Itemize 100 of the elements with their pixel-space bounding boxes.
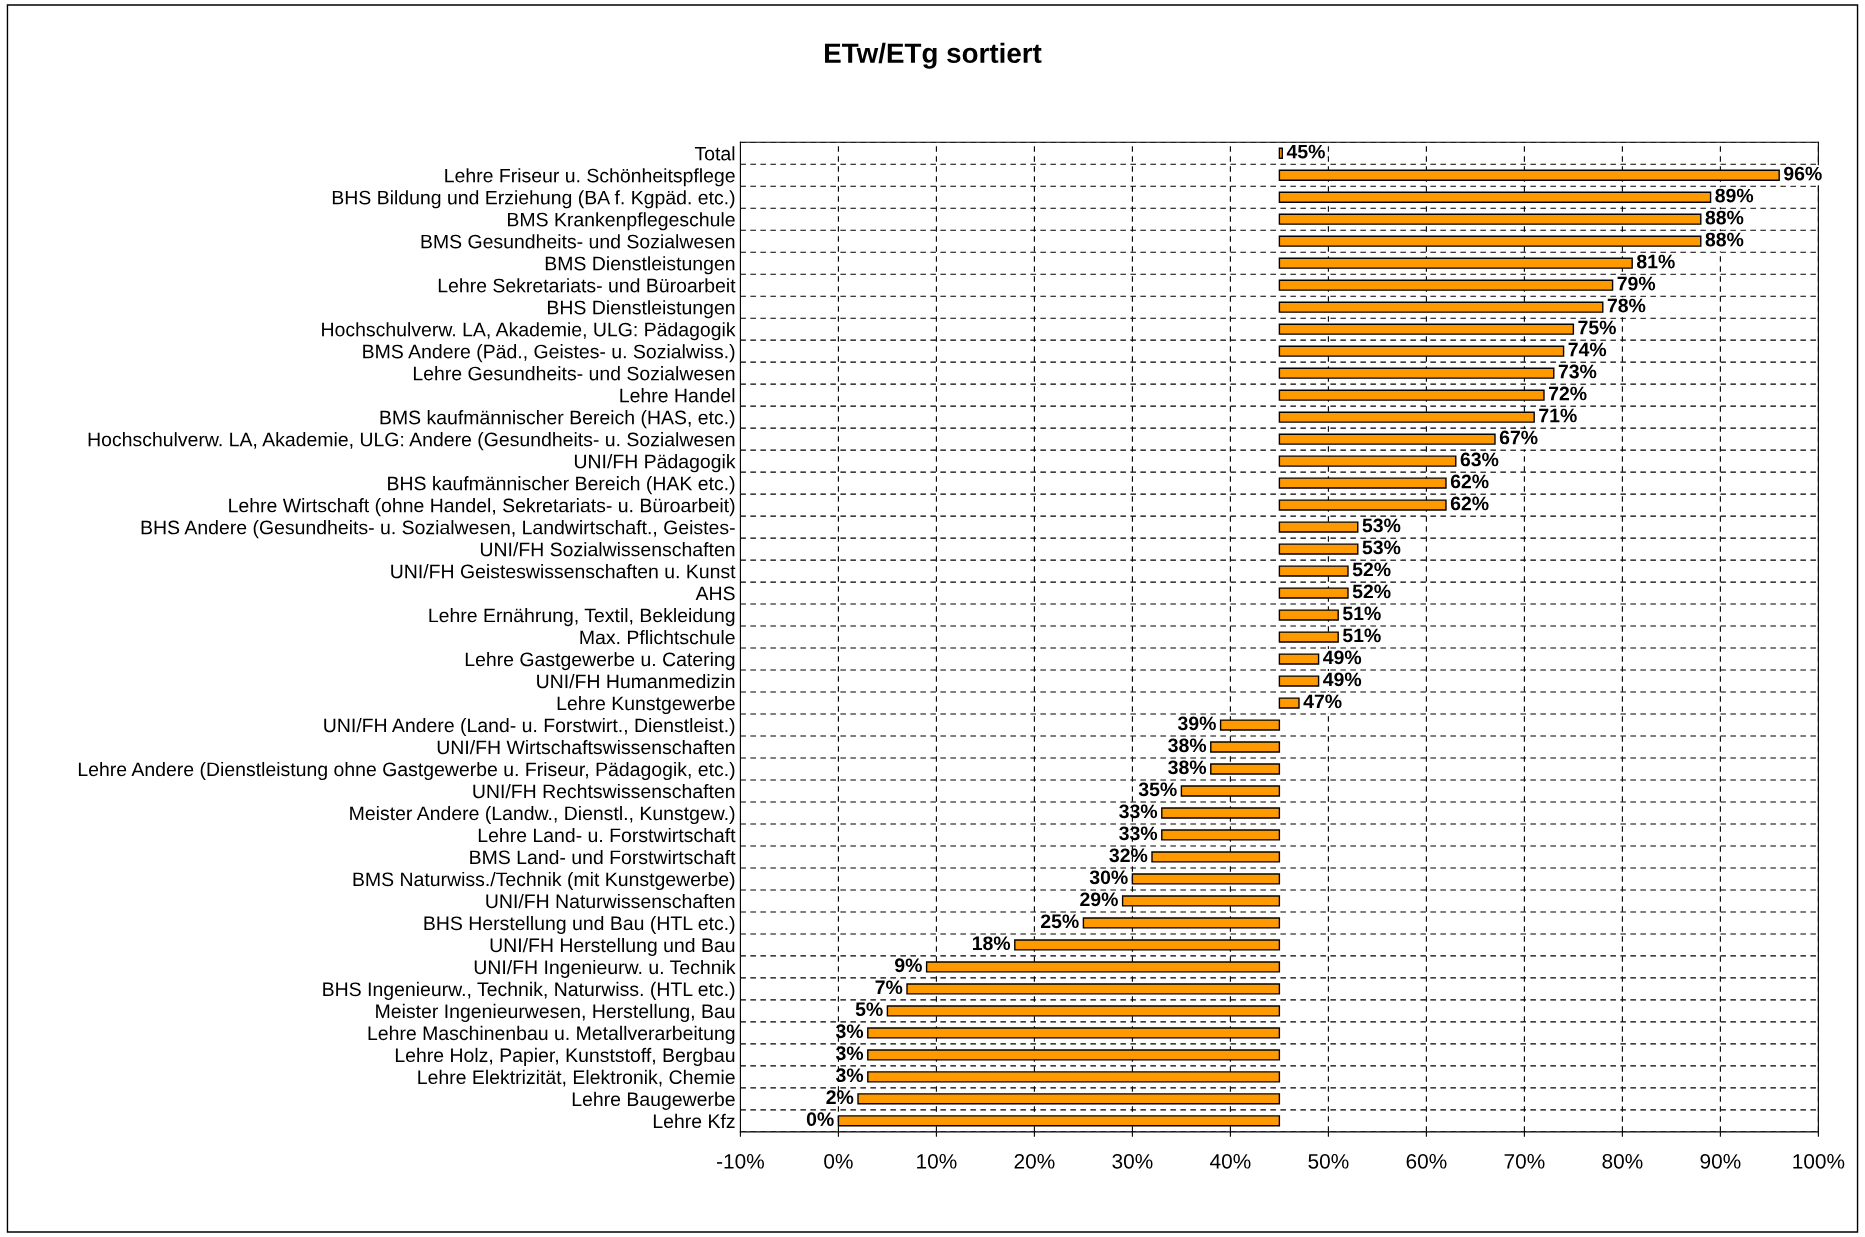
data-label: 62% (1450, 474, 1489, 489)
y-tick-label: BMS Dienstleistungen (545, 256, 735, 275)
data-label: 51% (1342, 606, 1381, 621)
data-label: 67% (1499, 430, 1538, 445)
y-tick-label: BMS kaufmännischer Bereich (HAS, etc.) (380, 410, 735, 429)
y-tick-label: BHS Andere (Gesundheits- u. Sozialwesen, Landwirtschaft., Geistes- (141, 520, 735, 539)
bar (886, 1005, 1281, 1017)
y-tick-label: Lehre Baugewerbe (572, 1091, 735, 1110)
bar (1278, 147, 1284, 159)
y-tick-label: Lehre Land- u. Forstwirtschaft (478, 827, 736, 843)
data-label: 74% (1568, 342, 1607, 357)
data-label: 9% (895, 958, 922, 973)
y-tick-label: Meister Ingenieurwesen, Herstellung, Bau (376, 1003, 735, 1022)
y-tick-label: Lehre Kunstgewerbe (557, 695, 735, 715)
data-label: 38% (1168, 760, 1207, 775)
data-label: 53% (1362, 518, 1401, 533)
y-tick-label: UNI/FH Humanmedizin (537, 673, 735, 689)
bar (1278, 587, 1349, 599)
chart-title: ETw/ETg sortiert (825, 42, 1042, 69)
y-tick-label: BMS Naturwiss./Technik (mit Kunstgewerbe) (353, 871, 735, 891)
x-tick-label: 80% (1602, 1153, 1643, 1169)
data-label: 49% (1323, 650, 1362, 665)
y-tick-label: UNI/FH Geisteswissenschaften u. Kunst (391, 564, 736, 579)
data-label: 71% (1539, 408, 1577, 423)
data-label: 29% (1080, 892, 1118, 907)
y-tick-label: BMS Gesundheits- und Sozialwesen (421, 234, 735, 249)
y-tick-label: Max. Pflichtschule (580, 630, 735, 645)
data-label: 30% (1089, 870, 1128, 885)
bar (1278, 697, 1300, 709)
bar (1278, 609, 1339, 621)
y-tick-label: UNI/FH Andere (Land- u. Forstwirt., Dienstleist.) (324, 717, 735, 737)
x-tick-label: 10% (917, 1153, 957, 1169)
y-tick-label: UNI/FH Naturwissenschaften (486, 893, 735, 909)
data-label: 63% (1460, 452, 1499, 467)
data-label: 5% (855, 1002, 883, 1017)
data-label: 73% (1558, 364, 1597, 379)
x-tick-label: 0% (824, 1153, 853, 1169)
data-label: 52% (1352, 584, 1391, 599)
x-tick-label: 70% (1504, 1153, 1545, 1169)
bar (925, 961, 1281, 973)
y-tick-label: UNI/FH Rechtswissenschaften (473, 783, 735, 799)
data-label: 51% (1342, 628, 1381, 643)
x-tick-label: 60% (1406, 1153, 1447, 1169)
data-label: 79% (1617, 276, 1656, 291)
y-tick-label: Hochschulverw. LA, Akademie, ULG: Pädagogik (322, 322, 736, 341)
data-label: 39% (1177, 716, 1216, 731)
y-tick-label: BMS Krankenpflegeschule (508, 212, 735, 231)
y-tick-label: BMS Andere (Päd., Geistes- u. Sozialwiss.) (363, 344, 735, 363)
data-label: 52% (1352, 562, 1391, 577)
y-tick-label: UNI/FH Herstellung und Bau (490, 937, 735, 957)
y-tick-label: UNI/FH Ingenieurw. u. Technik (474, 959, 736, 978)
y-tick-label: BHS Ingenieurw., Technik, Naturwiss. (HTL etc.) (323, 981, 735, 1000)
x-tick-label: 40% (1210, 1153, 1251, 1169)
y-tick-label: Lehre Andere (Dienstleistung ohne Gastgewerbe u. Friseur, Pädagogik, etc.) (78, 761, 735, 781)
x-tick-label: 30% (1112, 1153, 1153, 1169)
y-tick-label: BHS kaufmännischer Bereich (HAK etc.) (388, 476, 735, 495)
y-tick-label: Total (694, 146, 735, 161)
x-tick-label: -10% (717, 1153, 764, 1169)
y-tick-label: UNI/FH Wirtschaftswissenschaften (437, 739, 735, 755)
data-label: 72% (1548, 386, 1587, 401)
y-tick-label: Hochschulverw. LA, Akademie, ULG: Andere (Gesundheits- u. Sozialwesen (88, 432, 735, 451)
y-tick-label: UNI/FH Sozialwissenschaften (480, 542, 735, 557)
bar (1278, 653, 1320, 665)
bar (1278, 631, 1339, 643)
data-label: 7% (875, 980, 903, 995)
y-tick-label: BHS Bildung und Erziehung (BA f. Kgpäd. etc.) (332, 190, 735, 209)
data-label: 53% (1362, 540, 1401, 555)
y-tick-label: Meister Andere (Landw., Dienstl., Kunstgew.) (350, 805, 735, 825)
bar (867, 1027, 1281, 1039)
y-tick-label: Lehre Friseur u. Schönheitspflege (445, 168, 735, 187)
y-tick-label: BHS Dienstleistungen (548, 300, 735, 319)
x-tick-label: 100% (1793, 1153, 1845, 1169)
data-label: 96% (1784, 166, 1822, 181)
data-label: 33% (1119, 826, 1158, 841)
x-tick-label: 50% (1308, 1153, 1349, 1169)
bar (867, 1049, 1281, 1061)
data-label: 47% (1303, 694, 1342, 709)
bar (906, 983, 1281, 995)
data-label: 2% (826, 1090, 854, 1105)
data-label: 49% (1323, 672, 1362, 687)
data-label: 88% (1705, 210, 1744, 225)
y-tick-label: UNI/FH Pädagogik (574, 454, 736, 473)
data-label: 25% (1040, 914, 1079, 929)
y-tick-label: Lehre Handel (620, 388, 735, 403)
data-label: 3% (835, 1046, 864, 1061)
y-tick-label: Lehre Sekretariats- und Büroarbeit (438, 278, 736, 293)
y-tick-label: Lehre Gesundheits- und Sozialwesen (413, 366, 735, 381)
y-tick-label: AHS (695, 586, 735, 601)
y-tick-label: BMS Land- und Forstwirtschaft (470, 849, 736, 865)
data-label: 33% (1119, 804, 1158, 819)
x-tick-label: 20% (1014, 1153, 1055, 1169)
data-label: 75% (1578, 320, 1616, 335)
data-label: 3% (835, 1024, 864, 1039)
data-label: 18% (972, 936, 1011, 951)
data-label: 38% (1168, 738, 1207, 753)
data-label: 32% (1109, 848, 1148, 863)
y-tick-label: BHS Herstellung und Bau (HTL etc.) (424, 915, 735, 935)
bar (1278, 565, 1349, 577)
y-tick-label: Lehre Elektrizität, Elektronik, Chemie (418, 1069, 735, 1087)
data-label: 89% (1715, 188, 1754, 203)
